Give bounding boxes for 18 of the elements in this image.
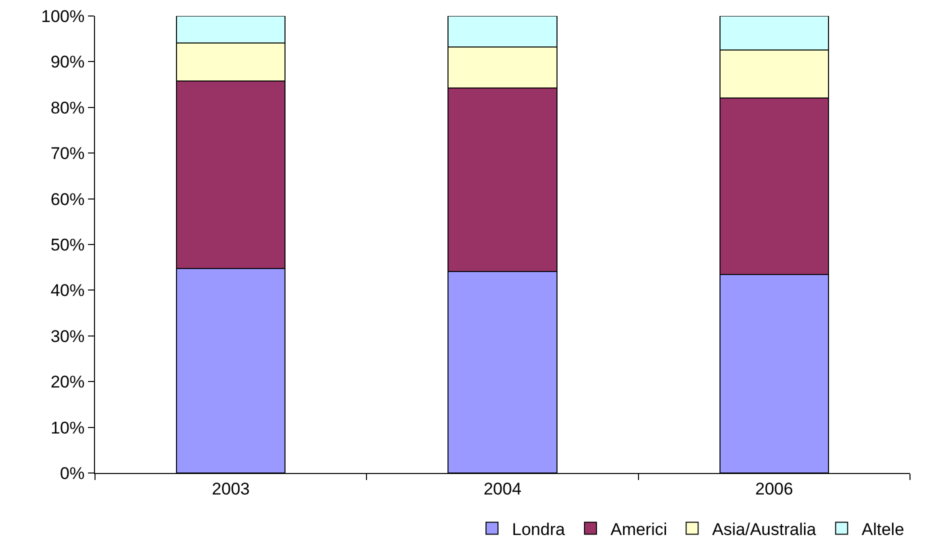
x-tick-label: 2003 (212, 479, 250, 498)
y-tick-label: 70% (50, 144, 85, 164)
y-tick-label: 20% (50, 372, 85, 392)
legend-label: Altele (862, 520, 904, 539)
y-tick-label: 100% (41, 6, 85, 26)
legend-label: Asia/Australia (712, 520, 817, 539)
legend-label: Londra (512, 520, 566, 539)
y-tick-label: 60% (50, 190, 85, 209)
x-tick-label: 2006 (755, 479, 794, 498)
y-tick-label: 30% (50, 326, 85, 346)
y-tick-label: 80% (50, 98, 85, 118)
legend-label: Americi (610, 520, 668, 539)
y-tick-label: 10% (50, 418, 85, 438)
y-tick-label: 50% (50, 235, 85, 254)
x-tick-label: 2004 (484, 479, 522, 498)
y-tick-label: 90% (50, 52, 85, 72)
y-tick-label: 40% (50, 281, 85, 300)
y-tick-label: 0% (60, 464, 85, 483)
